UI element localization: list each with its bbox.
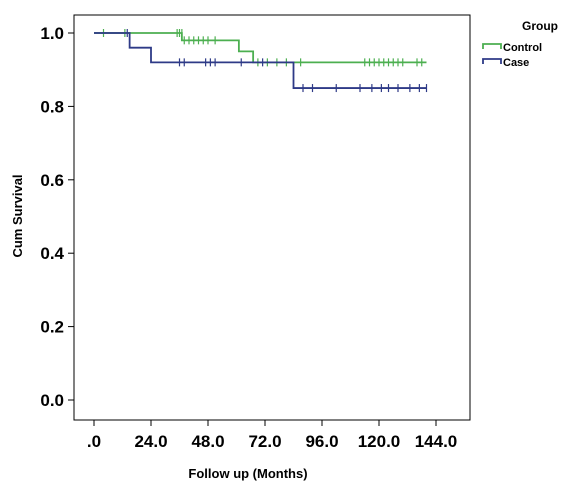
y-tick-label: 0.2 [40, 318, 64, 337]
legend-items: Control Case [482, 42, 542, 69]
axes: 0.0 0.2 0.4 0.6 0.8 1.0 .0 24.0 48.0 72.0 96.0 120.… [40, 14, 471, 451]
x-tick-label: 120.0 [358, 432, 401, 451]
x-tick-label: .0 [87, 432, 101, 451]
y-tick-label: 0.8 [40, 97, 64, 116]
legend-label-control: Control [503, 42, 542, 54]
x-tick-label: 72.0 [248, 432, 281, 451]
series-line-case [94, 32, 427, 89]
x-tick-label: 24.0 [134, 432, 167, 451]
series-layer [94, 29, 428, 93]
y-tick-label: 0.0 [40, 391, 64, 410]
x-tick-label: 96.0 [305, 432, 338, 451]
legend-marker-control [482, 43, 502, 49]
legend-label-case: Case [503, 57, 529, 69]
legend-marker-case [482, 58, 502, 64]
y-axis-title: Cum Survival [10, 174, 25, 257]
y-tick-label: 1.0 [40, 24, 64, 43]
legend: Group Control Case [482, 19, 558, 69]
x-axis-title: Follow up (Months) [188, 466, 307, 481]
y-tick-label: 0.4 [40, 244, 64, 263]
plot-frame [73, 14, 471, 421]
y-tick-label: 0.6 [40, 171, 64, 190]
legend-title: Group [522, 19, 558, 33]
x-tick-label: 48.0 [191, 432, 224, 451]
x-tick-label: 144.0 [415, 432, 458, 451]
